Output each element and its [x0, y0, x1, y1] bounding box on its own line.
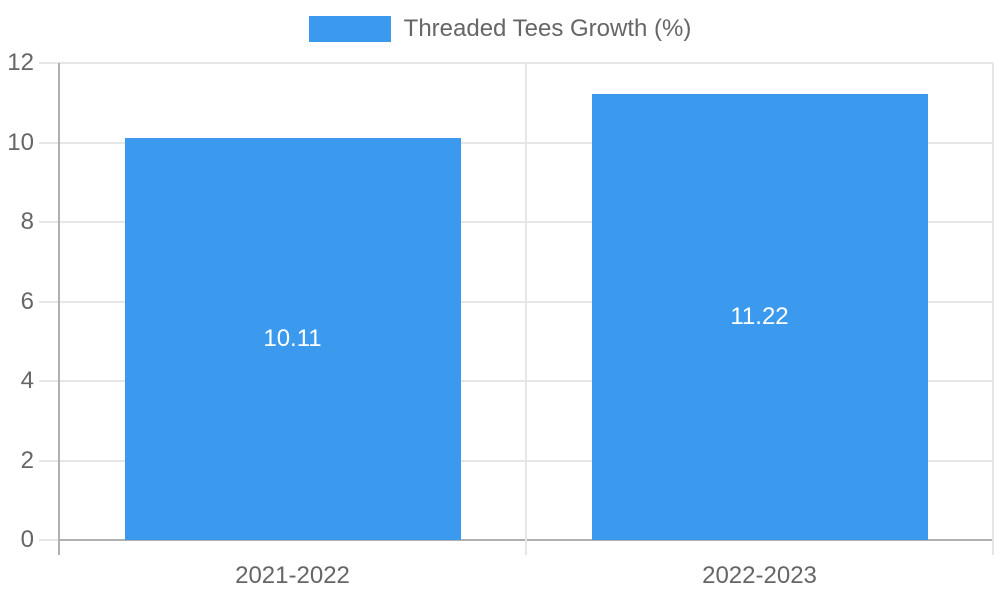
gridline: [39, 460, 993, 462]
bar-value-label: 11.22: [730, 303, 789, 330]
plot-right-border: [992, 63, 994, 555]
y-tick-label: 4: [20, 367, 34, 394]
bar: [592, 94, 928, 540]
y-tick-label: 8: [20, 208, 34, 235]
gridline: [39, 221, 993, 223]
gridline: [39, 62, 993, 64]
legend: Threaded Tees Growth (%): [0, 16, 1000, 42]
bar-value-label: 10.11: [263, 325, 322, 352]
bar: [125, 138, 461, 540]
legend-label: Threaded Tees Growth (%): [403, 15, 692, 42]
gridline: [39, 301, 993, 303]
legend-swatch: [308, 16, 391, 42]
y-tick-label: 6: [20, 288, 34, 315]
gridline: [39, 380, 993, 382]
gridline: [39, 142, 993, 144]
x-tick-label: 2022-2023: [702, 562, 817, 589]
x-tick-label: 2021-2022: [235, 562, 350, 589]
y-tick-label: 2: [20, 447, 34, 474]
y-tick-label: 12: [7, 49, 34, 76]
y-tick: [39, 539, 59, 541]
y-axis-line: [58, 63, 60, 555]
category-divider: [525, 63, 527, 555]
y-tick-label: 10: [7, 129, 34, 156]
y-tick-label: 0: [20, 526, 34, 553]
legend-item[interactable]: Threaded Tees Growth (%): [308, 15, 692, 42]
